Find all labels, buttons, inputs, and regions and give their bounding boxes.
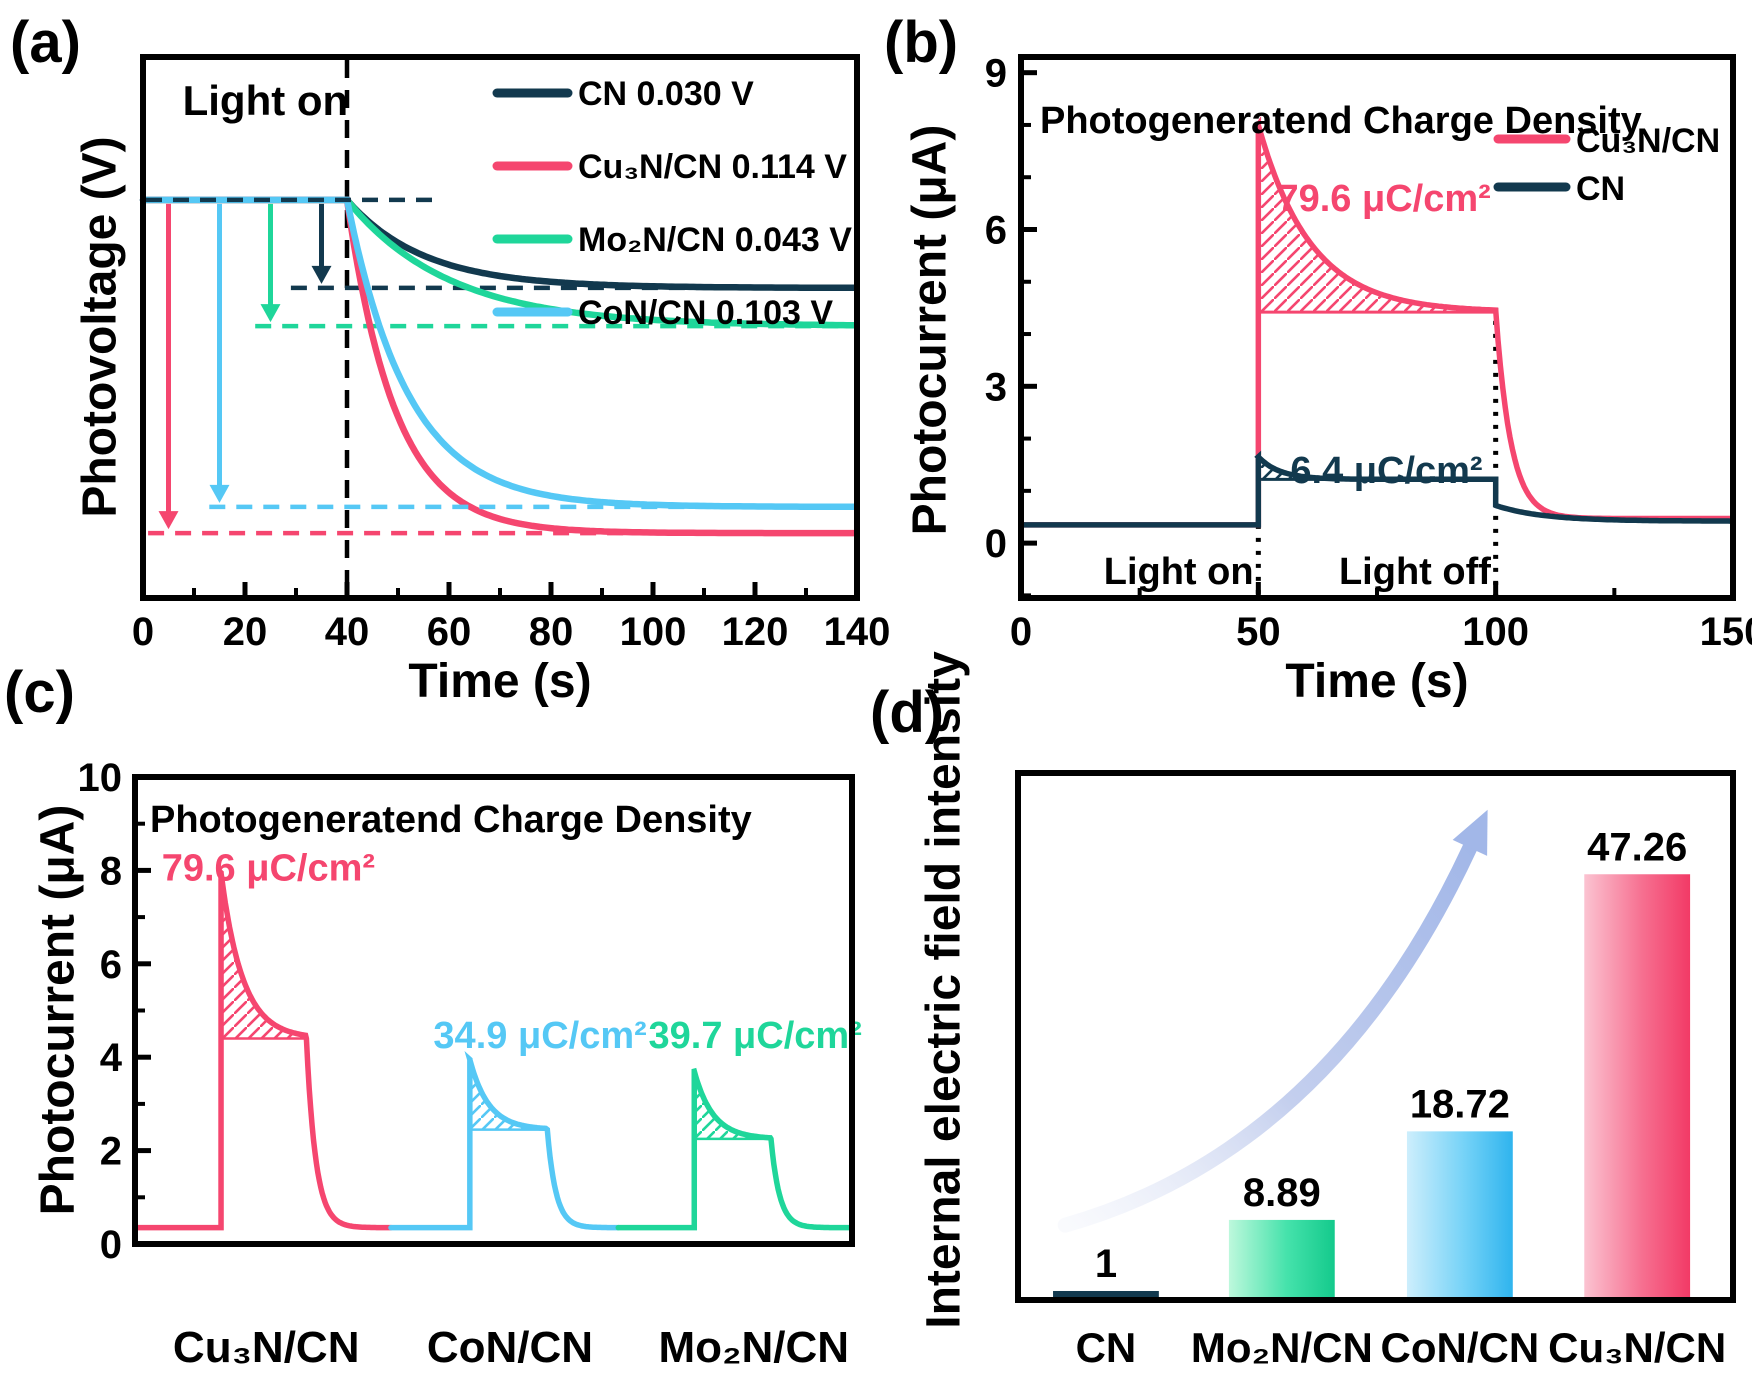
legend-label: Cu₃N/CN <box>1576 122 1720 160</box>
x-tick-label: 40 <box>325 610 370 654</box>
panel-d-label: (d) <box>870 680 945 745</box>
y-tick-label: 9 <box>985 52 1007 96</box>
category-label: Mo₂N/CN <box>1191 1324 1373 1371</box>
charge-hatch-CN <box>1258 456 1496 480</box>
light-off-label: Light off <box>1339 551 1491 593</box>
light-on-label: Light on <box>1104 551 1254 593</box>
drop-arrow-head <box>311 265 332 284</box>
y-tick-label: 6 <box>100 943 122 987</box>
y-tick-label: 2 <box>100 1130 122 1174</box>
bar-CN <box>1053 1290 1159 1300</box>
legend-label: Mo₂N/CN 0.043 V <box>578 221 852 259</box>
x-tick-label: 20 <box>223 610 268 654</box>
legend-label: CN 0.030 V <box>578 75 754 113</box>
category-label: CoN/CN <box>1381 1324 1540 1371</box>
y-tick-label: 0 <box>985 522 1007 566</box>
category-label: Cu₃N/CN <box>173 1323 360 1372</box>
bar-Mo₂N/CN <box>1228 1219 1335 1300</box>
y-tick-label: 4 <box>100 1036 123 1080</box>
annotation-Cu₃N/CN: 79.6 μC/cm² <box>162 848 375 890</box>
x-tick-label: 100 <box>620 610 687 654</box>
drop-arrow-head <box>158 511 179 530</box>
x-tick-label: 0 <box>1010 610 1032 654</box>
panel-d-axes <box>1015 770 1736 1303</box>
category-label: Mo₂N/CN <box>658 1323 849 1372</box>
charge-hatch-Cu₃N/CN <box>1258 124 1496 313</box>
bar-value-label: 47.26 <box>1587 825 1687 869</box>
y-axis-label-b: Photocurrent (μA) <box>903 124 957 536</box>
bar-value-label: 1 <box>1095 1242 1117 1286</box>
drop-arrow-head <box>209 484 230 503</box>
annotation-Cu₃N/CN: 79.6 μC/cm² <box>1277 178 1490 220</box>
trend-arrow-shaft <box>1057 840 1478 1233</box>
annotation-CN: 6.4 μC/cm² <box>1290 450 1482 492</box>
y-tick-label: 8 <box>100 849 122 893</box>
panel-c-title: Photogeneratend Charge Density <box>150 799 752 841</box>
panel-c-label: (c) <box>4 660 75 725</box>
panel-a-label: (a) <box>10 10 81 75</box>
x-tick-label: 140 <box>824 610 891 654</box>
panel-b-title: Photogeneratend Charge Density <box>1040 100 1642 142</box>
annotation-Mo₂N/CN: 39.7 μC/cm² <box>649 1015 862 1057</box>
category-label: Cu₃N/CN <box>1548 1324 1726 1371</box>
x-tick-label: 120 <box>722 610 789 654</box>
x-tick-label: 150 <box>1700 610 1752 654</box>
y-axis-label-a: Photovoltage (V) <box>73 136 127 518</box>
y-tick-label: 6 <box>985 208 1007 252</box>
bar-value-label: 8.89 <box>1243 1171 1321 1215</box>
x-axis-label-a: Time (s) <box>408 655 592 708</box>
curve-Cu₃N/CN 0.114 V <box>139 196 858 537</box>
annotation-CoN/CN: 34.9 μC/cm² <box>433 1015 646 1057</box>
curve-CN 0.030 V <box>139 196 858 292</box>
x-tick-label: 80 <box>529 610 574 654</box>
curve-CoN/CN <box>388 1057 622 1231</box>
legend-label: Cu₃N/CN 0.114 V <box>578 148 847 186</box>
curve-CN <box>1018 450 1736 528</box>
x-tick-label: 100 <box>1462 610 1529 654</box>
y-tick-label: 0 <box>100 1223 122 1267</box>
y-tick-label: 3 <box>985 365 1007 409</box>
light-on-label: Light on <box>183 77 349 124</box>
legend-label: CN <box>1576 170 1625 208</box>
drop-arrow-head <box>260 304 281 323</box>
legend-label: CoN/CN 0.103 V <box>578 294 833 332</box>
trend-arrow-head <box>1452 809 1488 856</box>
charge-hatch-CoN/CN <box>469 1059 548 1130</box>
x-tick-label: 50 <box>1236 610 1281 654</box>
category-label: CoN/CN <box>427 1323 593 1372</box>
y-axis-label-d: Internal electric field intensity <box>917 651 971 1329</box>
curve-CoN/CN 0.103 V <box>139 196 858 511</box>
x-tick-label: 0 <box>132 610 154 654</box>
x-axis-label-b: Time (s) <box>1285 655 1469 708</box>
bar-CoN/CN <box>1406 1131 1513 1300</box>
curve-Mo₂N/CN <box>615 1067 854 1231</box>
bar-value-label: 18.72 <box>1410 1082 1510 1126</box>
category-label: CN <box>1076 1324 1137 1371</box>
charge-hatch-Mo₂N/CN <box>694 1071 771 1139</box>
y-axis-label-c: Photocurrent (μA) <box>31 804 85 1216</box>
panel-b-label: (b) <box>884 10 959 75</box>
x-tick-label: 60 <box>427 610 472 654</box>
y-tick-label: 10 <box>78 756 123 800</box>
charge-hatch-Cu₃N/CN <box>221 872 307 1039</box>
curve-Cu₃N/CN <box>135 865 394 1231</box>
bar-Cu₃N/CN <box>1584 874 1691 1300</box>
